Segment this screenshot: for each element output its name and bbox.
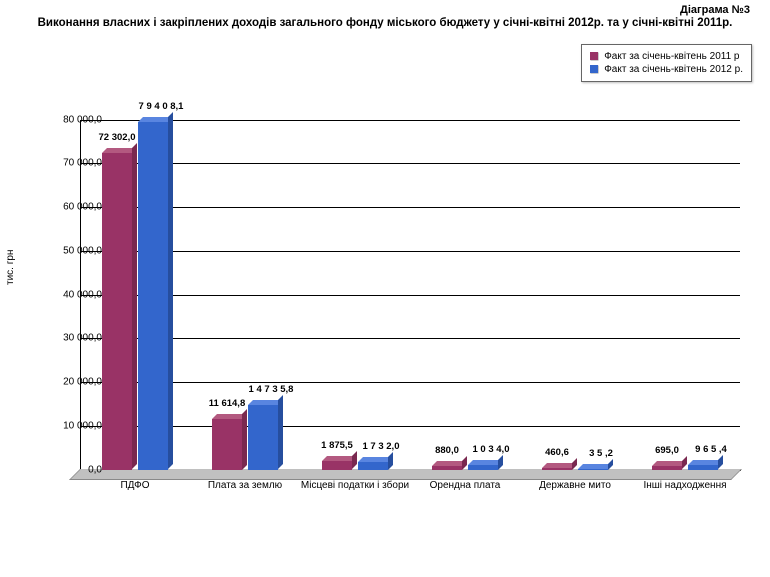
bar (688, 465, 718, 469)
bar (322, 461, 352, 469)
x-tick-label: ПДФО (80, 480, 190, 492)
gridline (80, 120, 740, 121)
value-label: 1 4 7 3 5,8 (249, 384, 294, 395)
bar (652, 466, 682, 469)
y-tick-label: 40 000,0 (42, 289, 102, 300)
x-tick-label: Місцеві податки і збори (300, 480, 410, 492)
value-label: 3 5 ,2 (589, 448, 613, 459)
value-label: 72 302,0 (99, 132, 136, 143)
legend-label-2012: Факт за січень-квітень 2012 р. (604, 64, 743, 75)
y-tick-label: 50 000,0 (42, 245, 102, 256)
legend-label-2011: Факт за січень-квітень 2011 р (604, 51, 739, 62)
x-tick-label: Плата за землю (190, 480, 300, 492)
chart-title: Виконання власних і закріплених доходів … (0, 16, 770, 40)
gridline (80, 163, 740, 164)
chart-container: Факт за січень-квітень 2011 р Факт за сі… (0, 40, 770, 540)
bar (542, 468, 572, 470)
plot-floor (69, 469, 742, 480)
bar (358, 462, 388, 470)
x-tick-label: Державне мито (520, 480, 630, 492)
gridline (80, 382, 740, 383)
value-label: 9 6 5 ,4 (695, 444, 727, 455)
y-tick-label: 20 000,0 (42, 377, 102, 388)
y-tick-label: 10 000,0 (42, 420, 102, 431)
value-label: 1 875,5 (321, 440, 353, 451)
gridline (80, 426, 740, 427)
y-tick-label: 70 000,0 (42, 158, 102, 169)
gridline (80, 338, 740, 339)
legend-item-2011: Факт за січень-квітень 2011 р (590, 51, 743, 62)
bar (578, 469, 608, 470)
bar (102, 153, 132, 469)
gridline (80, 207, 740, 208)
gridline (80, 295, 740, 296)
x-tick-label: Інші надходження (630, 480, 740, 492)
bar (212, 419, 242, 470)
bar (432, 466, 462, 470)
value-label: 695,0 (655, 445, 679, 456)
y-tick-label: 60 000,0 (42, 202, 102, 213)
value-label: 880,0 (435, 445, 459, 456)
bar (138, 122, 168, 469)
legend-swatch-2012 (590, 65, 598, 73)
plot-area: 72 302,07 9 4 0 8,1ПДФО11 614,81 4 7 3 5… (80, 120, 740, 470)
y-tick-label: 0,0 (42, 464, 102, 475)
value-label: 1 7 3 2,0 (363, 441, 400, 452)
y-axis-label: тис. грн (5, 249, 16, 284)
legend-item-2012: Факт за січень-квітень 2012 р. (590, 64, 743, 75)
value-label: 7 9 4 0 8,1 (139, 101, 184, 112)
gridline (80, 251, 740, 252)
value-label: 1 0 3 4,0 (473, 444, 510, 455)
value-label: 460,6 (545, 447, 569, 458)
x-tick-label: Орендна плата (410, 480, 520, 492)
y-tick-label: 30 000,0 (42, 333, 102, 344)
bar (248, 405, 278, 469)
chart-supertitle: Діаграма №3 (0, 0, 770, 16)
y-tick-label: 80 000,0 (42, 114, 102, 125)
legend: Факт за січень-квітень 2011 р Факт за сі… (581, 44, 752, 82)
bar (468, 465, 498, 470)
legend-swatch-2011 (590, 52, 598, 60)
value-label: 11 614,8 (209, 398, 245, 409)
